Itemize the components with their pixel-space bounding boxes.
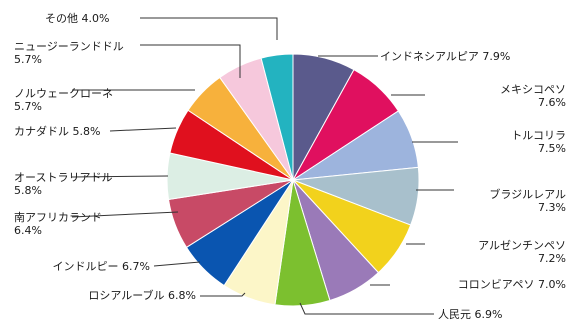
slice-label: ロシアルーブル 6.8%: [88, 288, 196, 302]
slice-label: 南アフリカランド 6.4%: [14, 211, 102, 237]
pie-slice: [260, 53, 294, 181]
slice-label: 人民元 6.9%: [438, 308, 502, 321]
slice-label: コロンビアペソ 7.0%: [458, 278, 566, 291]
slice-label: その他 4.0%: [45, 12, 109, 25]
pie-slices: [166, 53, 420, 307]
slice-label: ニュージーランドドル 5.7%: [14, 40, 124, 66]
slice-label: オーストラリアドル 5.8%: [14, 171, 112, 197]
slice-labels: インドネシアルピア 7.9% メキシコペソ 7.6% トルコリラ 7.5% ブラジルレアル…: [14, 12, 566, 321]
slice-label: アルゼンチンペソ 7.2%: [478, 239, 566, 265]
slice-label: メキシコペソ 7.6%: [500, 83, 566, 109]
leader-lines: [71, 17, 458, 315]
leader-line: [140, 17, 278, 40]
slice-label: ノルウェークローネ 5.7%: [14, 87, 113, 113]
slice-label: ブラジルレアル 7.3%: [489, 187, 566, 214]
leader-line: [153, 261, 201, 267]
slice-label: インドルピー 6.7%: [53, 260, 150, 273]
leader-line: [200, 292, 246, 297]
leader-line: [299, 302, 434, 315]
slice-label: インドネシアルピア 7.9%: [380, 50, 510, 63]
slice-label: カナダドル 5.8%: [14, 124, 100, 138]
leader-line: [71, 175, 169, 178]
slice-label: トルコリラ 7.5%: [511, 129, 566, 155]
leader-line: [71, 211, 179, 218]
leader-line: [109, 127, 177, 132]
leader-line: [140, 44, 241, 78]
